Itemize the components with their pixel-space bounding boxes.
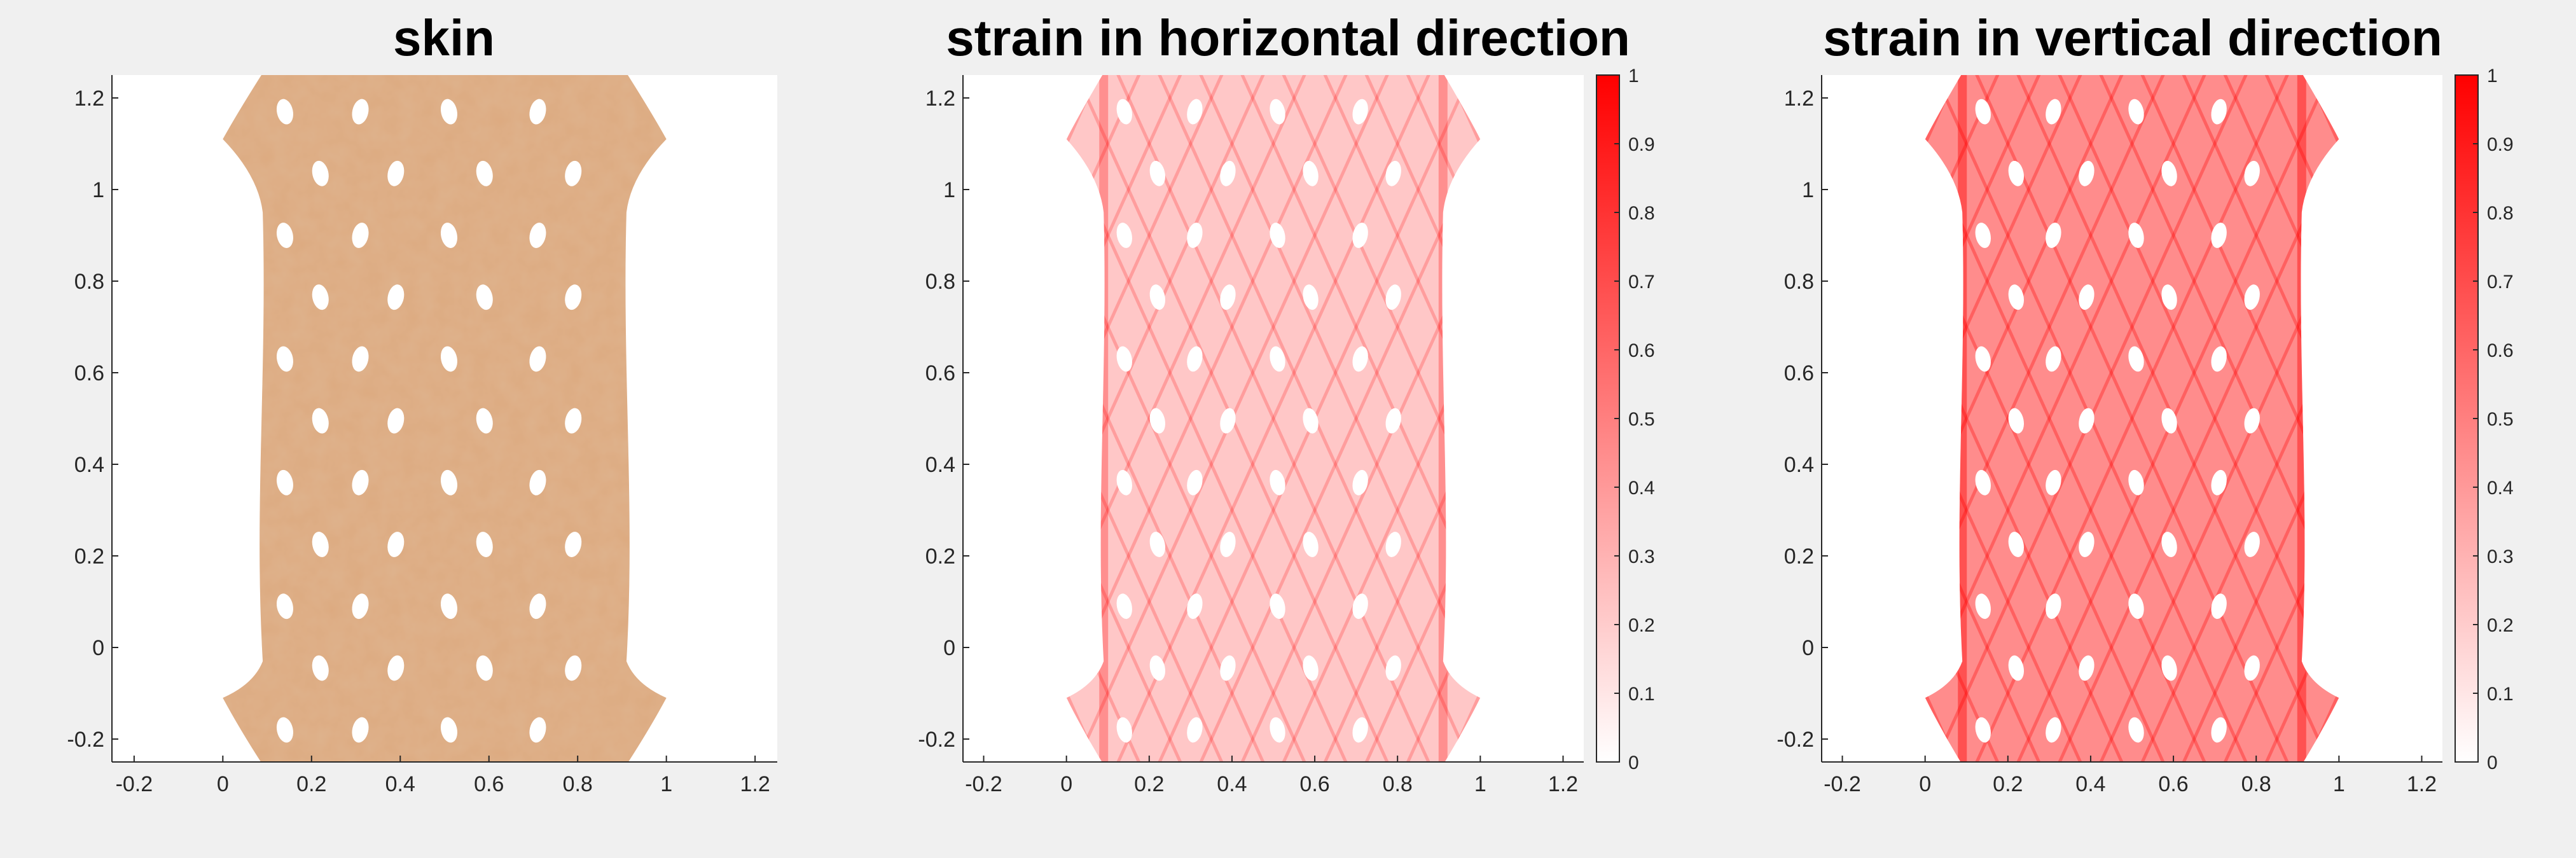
colorbar-tick-label: 0.7 [2487,272,2514,293]
colorbar-tick-label: 0.2 [1628,615,1655,636]
skin-panel: skin -0.2 0 0.2 0.4 0.6 0.8 1 1.2 -0.2 0 0.2 0.4 0.… [67,10,777,796]
x-tick-label: -0.2 [1824,772,1861,796]
x-tick-label: 1 [660,772,672,796]
y-tick-label: 0 [92,636,104,660]
x-tick-label: 0.8 [2241,772,2271,796]
strain-vertical-panel: strain in vertical direction -0.2 0 0.2 0.4… [1776,10,2514,796]
panel-title: skin [393,10,495,66]
x-tick-label: 1 [2333,772,2345,796]
colorbar-tick-label: 0.3 [1628,546,1655,567]
y-tick-label: 0.8 [74,270,104,294]
y-tick-label: 0.4 [1784,453,1814,477]
y-tick-label: 0.8 [925,270,955,294]
colorbar-tick-label: 0.9 [2487,134,2514,155]
x-tick-label: 0.8 [563,772,593,796]
x-tick-label: 0.8 [1383,772,1413,796]
colorbar-tick-label: 0.8 [2487,203,2514,224]
y-tick-label: 1.2 [1784,86,1814,111]
y-tick-label: -0.2 [1776,728,1814,752]
specimen-body [1925,75,2339,762]
x-tick-label: 1.2 [740,772,770,796]
x-tick-label: 0.2 [1134,772,1164,796]
x-tick-label: -0.2 [965,772,1002,796]
y-tick-label: 1.2 [74,86,104,111]
strain-pattern [1066,75,1481,762]
colorbar-tick-label: 0.9 [1628,134,1655,155]
y-tick-label: -0.2 [67,728,104,752]
x-tick-label: 0 [1919,772,1931,796]
strain-horizontal-panel: strain in horizontal direction -0.2 0 0.2 0… [918,10,1655,796]
x-tick-label: 0.4 [1217,772,1247,796]
colorbar-tick-label: 0.7 [1628,272,1655,293]
x-tick-label: 0.4 [2075,772,2105,796]
y-tick-label: 0 [943,636,955,660]
x-tick-label: 1.2 [1548,772,1578,796]
panel-title: strain in vertical direction [1823,10,2442,66]
colorbar-tick-label: 0.2 [2487,615,2514,636]
axes: -0.2 0 0.2 0.4 0.6 0.8 1 1.2 -0.2 0 0.2 0.4 0.6 0.8 1… [918,75,1584,796]
y-tick-label: 0.6 [74,361,104,385]
y-tick-label: 1.2 [925,86,955,111]
colorbar-tick-label: 1 [2487,66,2498,86]
colorbar-tick-label: 0.8 [1628,203,1655,224]
y-tick-label: 0.8 [1784,270,1814,294]
colorbar-tick-label: 0.5 [1628,409,1655,430]
y-tick-label: 1 [92,178,104,202]
axes: -0.2 0 0.2 0.4 0.6 0.8 1 1.2 -0.2 0 0.2 0.4 0.6 0.8 1… [67,75,777,796]
x-tick-label: 1 [1474,772,1486,796]
colorbar-tick-label: 0 [2487,752,2498,773]
colorbar: 0 0.1 0.2 0.3 0.4 0.5 0.6 0.7 0.8 0.9 1 [1596,66,1655,773]
y-tick-label: 0.2 [1784,544,1814,569]
colorbar-tick-label: 0.4 [1628,478,1655,499]
x-tick-label: 0.2 [1993,772,2023,796]
panel-title: strain in horizontal direction [946,10,1630,66]
y-tick-label: 0.2 [74,544,104,569]
colorbar-tick-label: 1 [1628,66,1639,86]
y-tick-label: 1 [943,178,955,202]
y-tick-label: 0.6 [925,361,955,385]
colorbar-tick-label: 0.5 [2487,409,2514,430]
colorbar-tick-label: 0.6 [1628,340,1655,361]
colorbar-tick-label: 0.1 [1628,684,1655,705]
y-tick-label: 1 [1802,178,1814,202]
x-tick-label: 0 [1060,772,1072,796]
holes [1116,99,1401,743]
colorbar: 0 0.1 0.2 0.3 0.4 0.5 0.6 0.7 0.8 0.9 1 [2455,66,2514,773]
axes: -0.2 0 0.2 0.4 0.6 0.8 1 1.2 -0.2 0 0.2 0.4 0.6 0.8 1… [1776,75,2442,796]
y-tick-label: 0.4 [74,453,104,477]
y-tick-label: 0 [1802,636,1814,660]
colorbar-tick-label: 0 [1628,752,1639,773]
colorbar-tick-label: 0.1 [2487,684,2514,705]
x-tick-label: 0.6 [2158,772,2188,796]
y-tick-label: 0.6 [1784,361,1814,385]
y-tick-label: 0.2 [925,544,955,569]
x-tick-label: 0.6 [474,772,504,796]
holes [1975,99,2260,743]
x-tick-label: 0.2 [296,772,326,796]
holes [276,99,582,743]
x-tick-label: 1.2 [2407,772,2437,796]
specimen-body [1066,75,1481,762]
x-tick-label: -0.2 [116,772,153,796]
colorbar-tick-label: 0.3 [2487,546,2514,567]
x-tick-label: 0 [217,772,229,796]
y-tick-label: 0.4 [925,453,955,477]
x-tick-label: 0.6 [1299,772,1329,796]
x-tick-label: 0.4 [385,772,415,796]
y-tick-label: -0.2 [918,728,955,752]
colorbar-tick-label: 0.6 [2487,340,2514,361]
colorbar-tick-label: 0.4 [2487,478,2514,499]
